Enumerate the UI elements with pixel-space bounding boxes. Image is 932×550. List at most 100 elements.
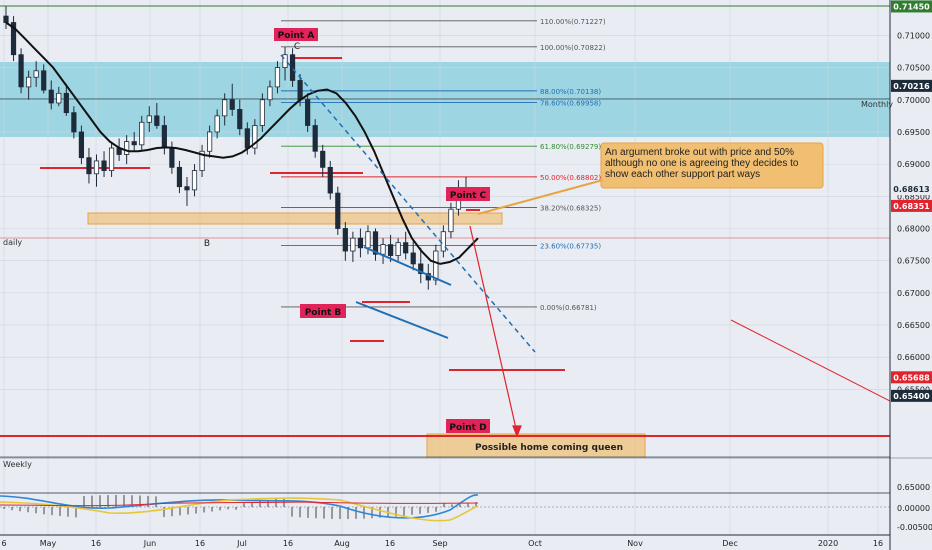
callout-box[interactable] bbox=[600, 142, 824, 189]
price-badge bbox=[891, 199, 932, 212]
fib-level-label: 78.60%(0.69958) bbox=[540, 99, 601, 107]
macd-line-red bbox=[0, 501, 479, 507]
price-badge-label: 0.68613 bbox=[893, 185, 929, 194]
candle-bearish bbox=[229, 99, 235, 110]
target-box[interactable] bbox=[426, 433, 646, 459]
callout-text: An argument broke out with price and 50%… bbox=[605, 147, 799, 180]
candle-bearish bbox=[342, 228, 348, 252]
macd-indicator bbox=[0, 492, 890, 522]
dashed-trendline[interactable] bbox=[280, 54, 536, 353]
fib-level-label: 50.00%(0.68802) bbox=[540, 174, 601, 182]
candle-bullish bbox=[207, 131, 213, 152]
macd-line-blue bbox=[0, 494, 479, 519]
candle-bullish bbox=[214, 115, 220, 133]
candle-bullish bbox=[26, 76, 32, 88]
candle-bullish bbox=[395, 242, 401, 256]
candle-bearish bbox=[184, 186, 190, 191]
point-a-tag[interactable]: Point A bbox=[274, 28, 318, 41]
fib-level-label: 110.00%(0.71227) bbox=[540, 18, 606, 26]
candle-bullish bbox=[108, 147, 115, 171]
price-badge bbox=[891, 389, 932, 402]
svg-text:0.00000: 0.00000 bbox=[897, 504, 930, 513]
falling-wedge[interactable] bbox=[355, 246, 452, 339]
candle-bullish bbox=[33, 70, 39, 78]
price-tick-label: 0.68500 bbox=[897, 192, 930, 201]
candle-bullish bbox=[350, 237, 356, 252]
time-tick-label: Jun bbox=[143, 539, 157, 548]
point-b-label: Point B bbox=[305, 308, 342, 318]
wedge-lower bbox=[355, 301, 449, 339]
price-badge-label: 0.68351 bbox=[893, 202, 930, 211]
monthly-label: Monthly bbox=[861, 100, 893, 109]
candle-bearish bbox=[237, 109, 243, 130]
moving-average-line bbox=[5, 21, 479, 265]
candle-bearish bbox=[63, 92, 69, 114]
fibonacci-retracement[interactable]: 110.00%(0.71227) 100.00%(0.70822) 88.00%(0… bbox=[281, 18, 606, 312]
time-tick-label: Aug bbox=[334, 539, 350, 548]
candle-bearish bbox=[131, 141, 137, 146]
price-tick-label: 0.69000 bbox=[897, 160, 930, 169]
candle-bullish bbox=[124, 141, 130, 155]
price-badge bbox=[891, 183, 932, 196]
price-tick-label: 0.69500 bbox=[897, 128, 930, 137]
time-tick-label: 16 bbox=[283, 539, 293, 548]
price-badge bbox=[891, 371, 932, 384]
letter-b-label: B bbox=[204, 239, 210, 249]
point-d-tag[interactable]: Point D bbox=[446, 419, 490, 433]
fib-level-label: 38.20%(0.68325) bbox=[540, 205, 601, 213]
candle-bearish bbox=[48, 89, 54, 104]
fib-level-label: 88.00%(0.70138) bbox=[540, 88, 601, 96]
candle-bearish bbox=[335, 192, 341, 229]
candle-bullish bbox=[222, 99, 228, 117]
point-c-label: Point C bbox=[450, 191, 487, 201]
candle-bearish bbox=[312, 125, 318, 152]
time-tick-label: 16 bbox=[873, 539, 883, 548]
daily-label: daily bbox=[3, 238, 22, 247]
candle-bullish bbox=[259, 99, 265, 126]
price-tick-label: 0.68000 bbox=[897, 225, 930, 234]
fib-level-label: 0.00%(0.66781) bbox=[540, 304, 597, 312]
svg-text:-0.00500: -0.00500 bbox=[897, 523, 932, 532]
callout-text-wrap: An argument broke out with price and 50%… bbox=[605, 147, 799, 180]
price-badge-label: 0.71450 bbox=[893, 2, 930, 11]
time-axis[interactable]: 6 May 16 Jun 16 Jul 16 Aug 16 Sep Oct Nov Dec 2020 16 bbox=[1, 539, 883, 548]
candle-bullish bbox=[146, 115, 152, 123]
candle-bearish bbox=[320, 150, 326, 168]
candle-bearish bbox=[18, 54, 24, 88]
candle-bearish bbox=[289, 54, 296, 81]
candle-bullish bbox=[199, 150, 205, 171]
target-label: Possible home coming queen bbox=[475, 443, 623, 453]
candle-bullish bbox=[267, 86, 273, 101]
candle-bullish bbox=[56, 92, 62, 104]
price-tick-label: 0.70500 bbox=[897, 64, 930, 73]
candle-bearish bbox=[169, 147, 175, 168]
candle-bearish bbox=[154, 115, 160, 126]
candle-bullish bbox=[380, 244, 386, 255]
candle-bearish bbox=[418, 263, 424, 274]
macd-line-yellow bbox=[0, 497, 479, 522]
candle-bearish bbox=[403, 242, 409, 254]
candle-bullish bbox=[440, 231, 446, 252]
candle-bearish bbox=[305, 99, 311, 126]
candle-bearish bbox=[387, 244, 394, 256]
price-badge bbox=[891, 79, 932, 92]
candle-bearish bbox=[10, 22, 17, 56]
indicator-axis: 0.65000 0.00000 -0.00500 bbox=[897, 483, 932, 532]
candle-bullish bbox=[252, 125, 258, 149]
wedge-upper bbox=[363, 246, 452, 286]
point-d-label: Point D bbox=[449, 423, 486, 433]
candle-bullish bbox=[139, 121, 145, 146]
time-tick-label: 16 bbox=[385, 539, 395, 548]
time-tick-label: 2020 bbox=[818, 539, 838, 548]
candle-bearish bbox=[410, 252, 416, 265]
point-b-tag[interactable]: Point B bbox=[300, 304, 346, 318]
candle-bearish bbox=[41, 70, 47, 91]
candle-bearish bbox=[78, 131, 85, 159]
callout-pointer bbox=[477, 179, 604, 215]
red-trend-line[interactable] bbox=[730, 319, 891, 402]
price-badge-label: 0.65688 bbox=[893, 373, 930, 382]
time-tick-label: Sep bbox=[432, 539, 447, 548]
point-c-tag[interactable]: Point C bbox=[446, 187, 490, 201]
support-zone[interactable] bbox=[87, 212, 503, 225]
